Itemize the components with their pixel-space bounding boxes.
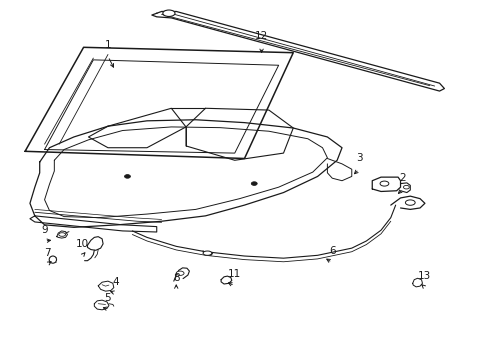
Text: 4: 4: [112, 276, 119, 287]
Ellipse shape: [49, 256, 57, 263]
Ellipse shape: [176, 271, 183, 275]
Ellipse shape: [203, 251, 211, 255]
Text: 2: 2: [399, 172, 406, 183]
Ellipse shape: [379, 181, 388, 186]
Text: 6: 6: [328, 246, 335, 256]
Text: 11: 11: [228, 269, 241, 279]
Ellipse shape: [124, 175, 130, 178]
Ellipse shape: [405, 200, 414, 205]
Text: 13: 13: [417, 271, 430, 281]
Ellipse shape: [251, 182, 257, 185]
Text: 9: 9: [41, 225, 48, 234]
Text: 8: 8: [173, 273, 179, 283]
Text: 7: 7: [43, 248, 50, 258]
Text: 10: 10: [76, 239, 89, 249]
Text: 1: 1: [104, 40, 111, 50]
Ellipse shape: [403, 185, 408, 189]
Text: 12: 12: [254, 31, 267, 41]
Ellipse shape: [163, 10, 175, 17]
Ellipse shape: [59, 233, 65, 236]
Text: 3: 3: [355, 153, 362, 163]
Text: 5: 5: [104, 293, 111, 303]
